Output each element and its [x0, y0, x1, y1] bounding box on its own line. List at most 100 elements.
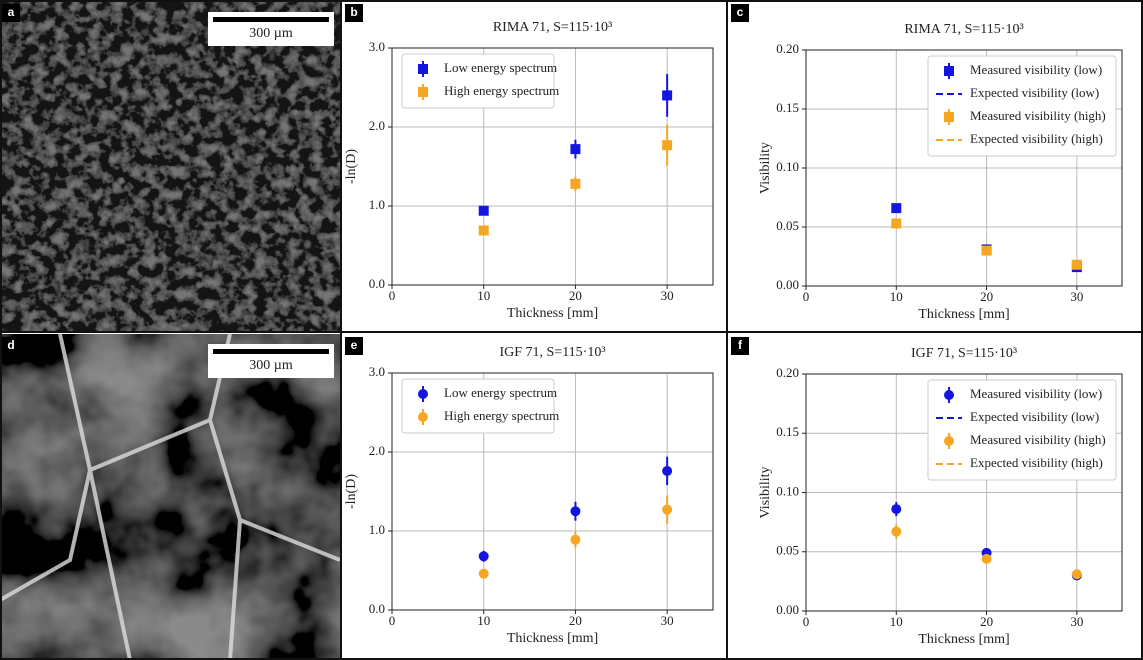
y-tick-label: 0.00 — [776, 277, 799, 292]
legend-box — [401, 378, 555, 434]
panel-label: c — [737, 5, 744, 19]
legend-box — [401, 53, 555, 109]
y-tick-label: 2.0 — [369, 118, 385, 133]
y-tick-label: 1.0 — [369, 197, 385, 212]
sem-image-d — [0, 333, 341, 660]
data-point — [891, 504, 902, 515]
data-point — [570, 178, 581, 189]
data-point — [570, 534, 581, 545]
y-tick-label: 0.10 — [776, 159, 799, 174]
y-axis-label: Visibility — [758, 142, 773, 194]
y-tick-label: 0.00 — [776, 602, 799, 617]
y-tick-label: 0.20 — [776, 41, 799, 56]
chart-title: RIMA 71, S=115·10³ — [904, 22, 1023, 37]
legend-marker — [418, 87, 428, 97]
data-point — [662, 465, 673, 476]
legend-box — [927, 379, 1117, 481]
x-tick-label: 20 — [980, 289, 993, 304]
data-point — [981, 245, 992, 256]
y-tick-label: 0.05 — [776, 218, 799, 233]
sem-image-a — [0, 0, 340, 331]
legend-label: High energy spectrum — [444, 408, 559, 423]
legend-marker — [418, 389, 428, 399]
plot-frame — [805, 49, 1123, 287]
legend-marker — [944, 390, 954, 400]
plot-frame — [391, 372, 714, 611]
y-tick-label: 0.20 — [776, 365, 799, 380]
data-point — [478, 551, 489, 562]
data-point — [891, 218, 902, 229]
x-axis-label: Thickness [mm] — [918, 632, 1009, 647]
panel-label: e — [351, 338, 358, 352]
x-tick-label: 30 — [1070, 289, 1083, 304]
plot-frame — [805, 373, 1123, 612]
x-tick-label: 10 — [477, 288, 490, 303]
data-point — [570, 144, 581, 155]
legend-label: Measured visibility (low) — [970, 386, 1102, 401]
y-tick-label: 0.0 — [369, 601, 385, 616]
y-axis-label: Visibility — [758, 466, 773, 518]
x-tick-label: 10 — [890, 289, 903, 304]
scale-bar-label: 300 µm — [249, 26, 293, 41]
x-tick-label: 0 — [803, 614, 810, 629]
x-tick-label: 20 — [569, 613, 582, 628]
legend-label: Measured visibility (high) — [970, 432, 1106, 447]
legend-label: Low energy spectrum — [444, 385, 557, 400]
scale-bar-label: 300 µm — [249, 358, 293, 373]
data-point — [891, 203, 902, 214]
legend-label: High energy spectrum — [444, 83, 559, 98]
data-point — [478, 568, 489, 579]
data-point — [1071, 569, 1082, 580]
legend-box — [927, 55, 1117, 157]
y-tick-label: 0.0 — [369, 276, 385, 291]
legend-label: Expected visibility (high) — [970, 455, 1103, 470]
x-axis-label: Thickness [mm] — [507, 306, 598, 321]
data-point — [662, 140, 673, 151]
panel-label: a — [8, 5, 15, 19]
x-tick-label: 10 — [890, 614, 903, 629]
plot-frame — [391, 47, 714, 286]
y-tick-label: 3.0 — [369, 39, 385, 54]
x-tick-label: 0 — [389, 613, 396, 628]
data-point — [891, 526, 902, 537]
chart-title: IGF 71, S=115·10³ — [911, 346, 1017, 361]
panel-label: b — [350, 5, 357, 19]
panel-label-box — [2, 4, 20, 22]
panel-label-box — [731, 337, 749, 355]
legend-label: Measured visibility (high) — [970, 108, 1106, 123]
legend-label: Expected visibility (low) — [970, 409, 1099, 424]
y-axis-label: -ln(D) — [344, 149, 359, 184]
x-tick-label: 0 — [389, 288, 396, 303]
y-tick-label: 0.15 — [776, 424, 799, 439]
legend-marker — [418, 412, 428, 422]
y-tick-label: 2.0 — [369, 443, 385, 458]
panel-label-box — [345, 337, 363, 355]
y-tick-label: 0.15 — [776, 100, 799, 115]
x-tick-label: 30 — [661, 288, 674, 303]
scale-bar — [213, 349, 329, 354]
x-tick-label: 20 — [980, 614, 993, 629]
data-point — [570, 506, 581, 517]
legend-marker — [944, 436, 954, 446]
legend-label: Expected visibility (high) — [970, 131, 1103, 146]
panel-label-box — [2, 337, 20, 355]
legend-marker — [944, 112, 954, 122]
panel-label-box — [345, 4, 363, 22]
x-tick-label: 0 — [803, 289, 810, 304]
x-tick-label: 20 — [569, 288, 582, 303]
legend-marker — [418, 64, 428, 74]
y-tick-label: 0.10 — [776, 483, 799, 498]
legend-label: Low energy spectrum — [444, 60, 557, 75]
panel-label: d — [7, 338, 14, 352]
panel-label-box — [731, 4, 749, 22]
data-point — [478, 205, 489, 216]
chart-title: RIMA 71, S=115·10³ — [493, 20, 612, 35]
y-axis-label: -ln(D) — [344, 474, 359, 509]
y-tick-label: 0.05 — [776, 543, 799, 558]
data-point — [662, 504, 673, 515]
panel-label: f — [738, 338, 743, 352]
scale-bar — [213, 17, 329, 22]
x-axis-label: Thickness [mm] — [507, 631, 598, 646]
